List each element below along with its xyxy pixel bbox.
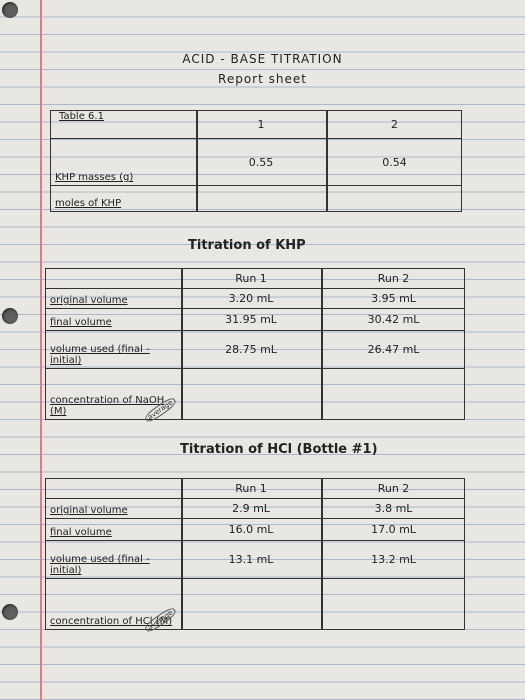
table-row: volume used (final - initial) 28.75 mL 26.…: [46, 331, 464, 369]
cell-value: 0.55: [248, 155, 274, 169]
punch-hole: [2, 308, 18, 324]
cell-value: 3.20 mL: [228, 292, 274, 305]
cell-value: 2.9 mL: [232, 502, 270, 515]
punch-hole: [2, 604, 18, 620]
data-table: Table 6.1 1 2 KHP masses (g) 0.55 0.54 moles o…: [50, 110, 462, 212]
column-divider: [196, 186, 198, 211]
column-header: 1: [257, 118, 265, 131]
column-divider: [326, 186, 328, 211]
table-row: moles of KHP: [51, 186, 461, 211]
row-label: volume used (final - initial): [50, 554, 150, 576]
row-label: final volume: [50, 317, 112, 328]
column-divider: [196, 139, 198, 185]
cell-value: 30.42 mL: [367, 313, 420, 326]
table-row: volume used (final - initial) 13.1 mL 13.2…: [46, 541, 464, 579]
cell-value: 17.0 mL: [371, 523, 416, 536]
cell-value: 0.54: [382, 155, 407, 169]
row-label: volume used (final - initial): [50, 344, 150, 366]
column-divider: [181, 541, 183, 578]
column-divider: [181, 331, 183, 368]
column-divider: [321, 309, 323, 330]
punch-hole: [2, 2, 18, 18]
report-subtitle: Report sheet: [218, 72, 307, 86]
cell-value: 26.47 mL: [367, 343, 420, 356]
column-divider: [321, 499, 323, 518]
header-row: Run 1 Run 2: [46, 269, 464, 289]
column-divider: [181, 289, 183, 308]
header-row: Table 6.1 1 2: [51, 111, 461, 139]
table-row: original volume 2.9 mL 3.8 mL: [46, 499, 464, 519]
column-divider: [321, 331, 323, 368]
data-table: Run 1 Run 2 original volume 2.9 mL 3.8 mL fin…: [45, 478, 465, 635]
data-table: Run 1 Run 2 original volume 3.20 mL 3.95 mL f…: [45, 268, 465, 425]
row-label: original volume: [50, 295, 128, 306]
column-divider: [321, 579, 323, 629]
table-row: final volume 31.95 mL 30.42 mL: [46, 309, 464, 331]
table-caption: Table 6.1: [59, 111, 104, 122]
table-row: KHP masses (g) 0.55 0.54: [51, 139, 461, 186]
column-divider: [321, 479, 323, 498]
cell-value: 13.1 mL: [228, 553, 274, 566]
column-header: Run 2: [377, 482, 410, 495]
column-divider: [181, 369, 183, 419]
header-row: Run 1 Run 2: [46, 479, 464, 499]
row-label: concentration of NaOH (M): [50, 395, 165, 417]
cell-value: 31.95 mL: [225, 313, 277, 326]
column-divider: [181, 269, 183, 288]
column-divider: [321, 269, 323, 288]
section-title: Titration of HCl (Bottle #1): [180, 442, 378, 457]
table-row: final volume 16.0 mL 17.0 mL: [46, 519, 464, 541]
row-label: KHP masses (g): [55, 172, 134, 183]
cell-value: 28.75 mL: [225, 343, 277, 356]
column-divider: [321, 541, 323, 578]
table-row: original volume 3.20 mL 3.95 mL: [46, 289, 464, 309]
row-label: original volume: [50, 505, 128, 516]
section-title: Titration of KHP: [188, 238, 306, 253]
column-divider: [181, 479, 183, 498]
column-divider: [321, 519, 323, 540]
column-divider: [326, 139, 328, 185]
column-divider: [181, 309, 183, 330]
column-header: Run 2: [377, 272, 410, 285]
cell-value: 16.0 mL: [228, 523, 274, 536]
column-header: 2: [391, 118, 398, 131]
column-divider: [321, 289, 323, 308]
row-label: final volume: [50, 527, 112, 538]
row-label: concentration of HCl (M): [50, 616, 173, 627]
margin-line: [40, 0, 42, 700]
column-divider: [181, 579, 183, 629]
cell-value: 13.2 mL: [371, 553, 416, 566]
column-divider: [321, 369, 323, 419]
report-title: ACID - BASE TITRATION: [182, 52, 343, 66]
column-divider: [181, 499, 183, 518]
cell-value: 3.8 mL: [374, 502, 413, 515]
cell-value: 3.95 mL: [371, 292, 416, 305]
row-label: moles of KHP: [55, 198, 122, 209]
table-row: concentration of HCl (M) average: [46, 579, 464, 635]
column-divider: [181, 519, 183, 540]
column-divider: [196, 111, 198, 138]
table-row: concentration of NaOH (M) average: [46, 369, 464, 425]
column-header: Run 1: [235, 272, 267, 285]
column-divider: [326, 111, 328, 138]
column-header: Run 1: [235, 482, 267, 495]
